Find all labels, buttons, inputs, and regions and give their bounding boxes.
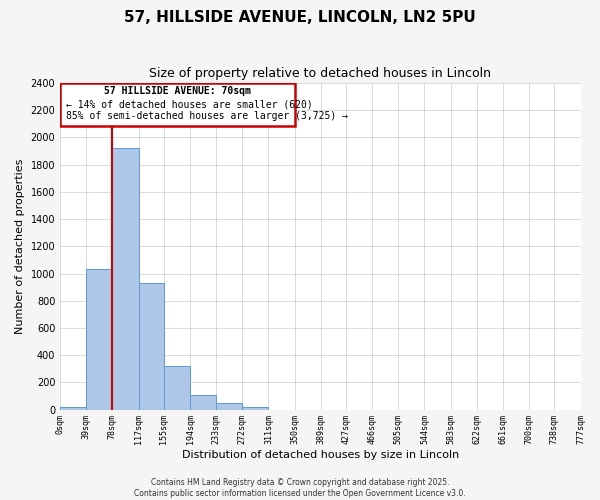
Bar [190, 396, 216, 409]
Bar [60, 83, 295, 126]
Bar [139, 283, 164, 410]
Text: 57, HILLSIDE AVENUE, LINCOLN, LN2 5PU: 57, HILLSIDE AVENUE, LINCOLN, LN2 5PU [124, 10, 476, 25]
Title: Size of property relative to detached houses in Lincoln: Size of property relative to detached ho… [149, 68, 491, 80]
Bar [60, 407, 86, 410]
Bar [242, 407, 268, 410]
Bar [164, 366, 190, 410]
Bar [216, 403, 242, 409]
X-axis label: Distribution of detached houses by size in Lincoln: Distribution of detached houses by size … [182, 450, 459, 460]
Y-axis label: Number of detached properties: Number of detached properties [15, 158, 25, 334]
Text: ← 14% of detached houses are smaller (620): ← 14% of detached houses are smaller (62… [65, 100, 312, 110]
Text: Contains HM Land Registry data © Crown copyright and database right 2025.
Contai: Contains HM Land Registry data © Crown c… [134, 478, 466, 498]
Bar [112, 148, 139, 410]
Text: 85% of semi-detached houses are larger (3,725) →: 85% of semi-detached houses are larger (… [65, 112, 347, 122]
Text: 57 HILLSIDE AVENUE: 70sqm: 57 HILLSIDE AVENUE: 70sqm [104, 86, 251, 96]
Bar [86, 270, 112, 410]
